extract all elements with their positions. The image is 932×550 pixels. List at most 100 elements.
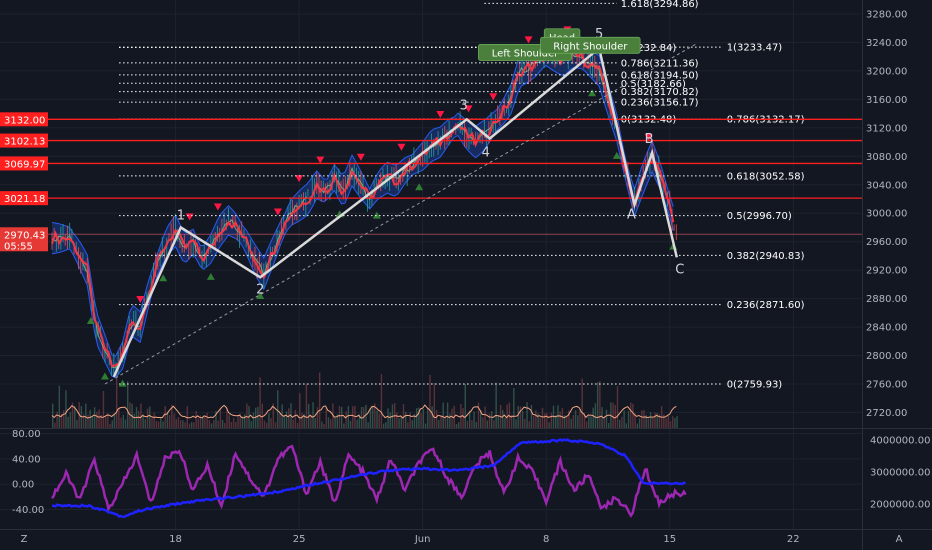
volume-bar	[555, 415, 557, 428]
volume-bar	[173, 413, 175, 428]
volume-bar	[100, 414, 102, 428]
price-tick-label: 2720.00	[866, 408, 907, 419]
volume-bar	[89, 409, 91, 428]
current-price-countdown: 05:55	[4, 241, 33, 252]
volume-bar	[530, 404, 533, 428]
volume-bar	[385, 422, 387, 428]
volume-bar	[118, 408, 120, 428]
volume-bar	[352, 406, 354, 428]
volume-bar	[54, 422, 56, 428]
fib1-level-label: 0(3132.48)	[621, 114, 677, 125]
buy-signal-icon	[206, 272, 215, 280]
volume-bar	[274, 422, 277, 428]
volume-bar	[497, 415, 500, 428]
volume-bar	[168, 415, 171, 428]
volume-bar	[614, 405, 616, 428]
abc-label: B	[645, 132, 654, 147]
volume-bar	[279, 413, 281, 428]
volume-bar	[625, 423, 628, 428]
volume-bar	[221, 419, 224, 428]
volume-bar	[389, 412, 391, 428]
volume-bar	[627, 410, 630, 428]
time-tick-label: 22	[787, 534, 800, 545]
buy-signal-icon	[372, 211, 381, 219]
wave-label: 2	[256, 282, 264, 297]
volume-bar	[649, 412, 652, 428]
volume-bar	[502, 409, 504, 428]
volume-bar	[303, 413, 305, 428]
volume-bar	[455, 423, 458, 428]
volume-bar	[224, 423, 226, 428]
volume-bar	[347, 406, 350, 428]
volume-bar	[341, 406, 343, 428]
volume-bar	[382, 423, 385, 428]
price-tick-label: 2760.00	[866, 380, 907, 391]
price-tick-label: 3240.00	[866, 38, 907, 49]
volume-bar	[371, 405, 374, 428]
sell-signal-icon	[524, 36, 533, 44]
volume-bar	[250, 420, 252, 428]
volume-bar	[667, 415, 669, 428]
volume-bar	[281, 404, 283, 428]
volume-bar	[193, 422, 195, 428]
volume-bar	[153, 412, 155, 428]
volume-bar	[638, 418, 641, 428]
fib1-level-label: 0.618(3194.50)	[621, 70, 699, 81]
volume-bar	[58, 385, 61, 428]
volume-bar	[252, 412, 255, 428]
volume-bar	[164, 406, 166, 428]
volume-bar	[133, 413, 136, 428]
volume-bar	[266, 422, 268, 428]
volume-bar	[124, 419, 127, 428]
volume-bar	[74, 405, 76, 428]
volume-bar	[142, 414, 144, 428]
volume-bar	[409, 412, 411, 428]
volume-bar	[204, 415, 206, 428]
volume-bar	[82, 414, 85, 428]
volume-bar	[175, 419, 177, 428]
wave-annotations: 1 2 3 4 5 A B C	[112, 27, 684, 378]
sr-label-bg	[0, 156, 48, 171]
volume-bar	[63, 410, 65, 428]
time-axis[interactable]: 18 25 Jun 8 15 22	[169, 534, 799, 545]
volume-bar	[442, 402, 444, 428]
volume-bar	[138, 410, 140, 428]
volume-bar	[115, 372, 118, 428]
price-tick-label: 3000.00	[866, 209, 907, 220]
volume-bar	[144, 419, 147, 428]
volume-bar	[444, 416, 447, 428]
volume-bar	[676, 416, 678, 428]
volume-bar	[402, 404, 405, 428]
volume-bar	[184, 422, 186, 428]
price-tick-label: 3120.00	[866, 123, 907, 134]
sr-label-text: 3132.00	[4, 115, 45, 126]
price-tick-label: 2880.00	[866, 294, 907, 305]
price-axis[interactable]: 3280.00 3240.00 3200.00 3160.00 3120.00 3080.…	[866, 10, 907, 419]
fib-extension-label: 1.618(3294.86)	[621, 0, 699, 10]
volume-bar	[663, 414, 665, 428]
volume-bar	[188, 423, 191, 428]
volume-bar	[477, 402, 480, 428]
volume-bar	[601, 407, 603, 428]
volume-bar	[422, 409, 425, 428]
volume-bar	[398, 418, 400, 428]
volume-bar	[67, 416, 69, 428]
volume-bar	[561, 407, 564, 428]
volume-bar	[581, 378, 583, 428]
volume-bar	[563, 415, 566, 428]
fib1-level-label: 0.786(3211.36)	[621, 58, 699, 69]
volume-bar	[263, 420, 266, 428]
volume-bar	[480, 410, 482, 428]
volume-bar	[327, 417, 330, 428]
volume-bar	[210, 423, 213, 428]
volume-bar	[427, 408, 429, 428]
volume-bar	[151, 417, 153, 428]
volume-bar	[400, 416, 402, 428]
buy-signal-icon	[86, 316, 95, 324]
abc-label: C	[675, 262, 684, 277]
fib2-level-label: 1(3233.47)	[727, 43, 783, 54]
price-tick-label: 3200.00	[866, 66, 907, 77]
